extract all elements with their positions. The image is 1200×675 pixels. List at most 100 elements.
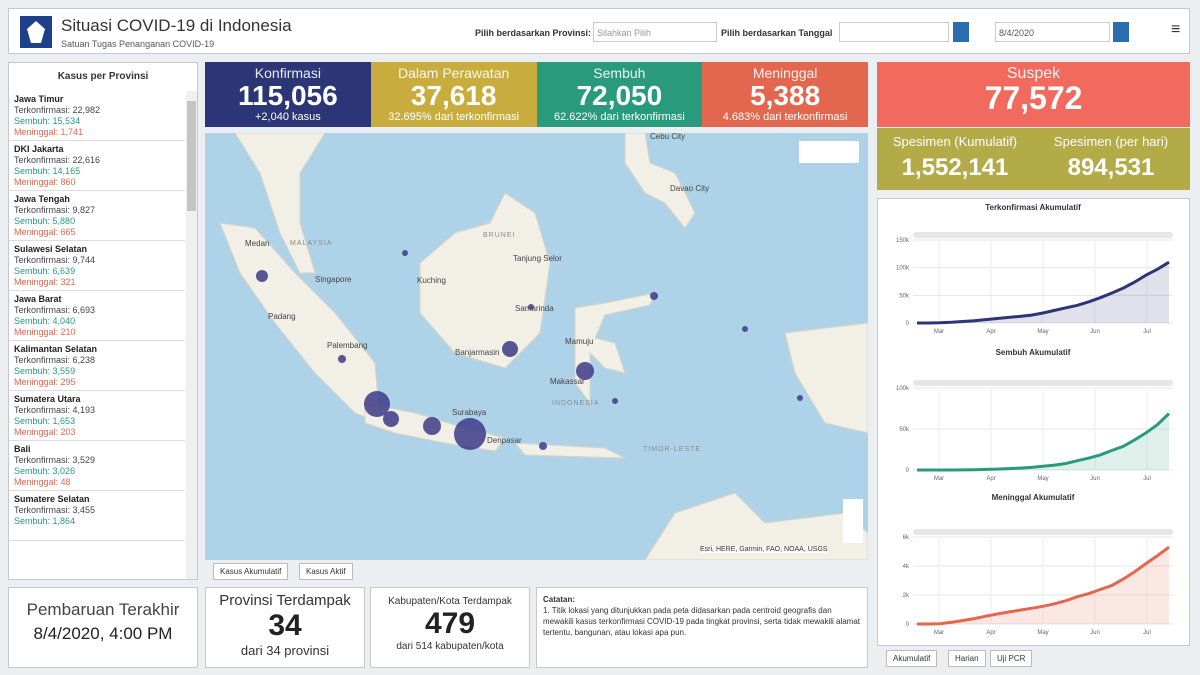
calendar-button[interactable] [953, 22, 969, 42]
y-tick-label: 50k [899, 427, 910, 433]
map[interactable]: Cebu City Davao City MALAYSIA Medan BRUNEI Si… [205, 133, 868, 560]
tile-value: 5,388 [750, 80, 821, 111]
scrollbar[interactable] [186, 91, 197, 579]
map-label: Kuching [417, 276, 446, 285]
map-label: Singapore [315, 275, 352, 284]
specimen-tile: Spesimen (Kumulatif) 1,552,141 Spesimen … [877, 128, 1190, 190]
stat-label: Sembuh: [14, 216, 51, 226]
stat-value: 5,880 [52, 216, 76, 226]
map-label: Padang [268, 312, 296, 321]
stat-label: Terkonfirmasi: [14, 155, 71, 165]
tile-note: 62.622% dari terkonfirmasi [553, 111, 685, 123]
update-value: 8/4/2020, 4:00 PM [33, 624, 173, 643]
logo [20, 16, 52, 48]
province-deaths: Meninggal: 321 [14, 277, 180, 288]
x-tick-label: Jun [1090, 630, 1100, 636]
stat-value: 1,741 [60, 127, 84, 137]
y-tick-label: 2k [903, 593, 910, 599]
province-item: Bali Terkonfirmasi: 3,529 Sembuh: 3,026 Men… [9, 441, 185, 491]
stat-value: 6,639 [52, 266, 76, 276]
x-tick-label: Jul [1143, 329, 1151, 335]
y-tick-label: 4k [903, 564, 910, 570]
province-recovered: Sembuh: 14,165 [14, 166, 180, 177]
province-confirmed: Terkonfirmasi: 22,616 [14, 155, 180, 166]
province-name: Bali [14, 444, 31, 454]
province-confirmed: Terkonfirmasi: 9,827 [14, 205, 180, 216]
province-name: Sumatere Selatan [14, 494, 90, 504]
tile-label: Konfirmasi [254, 65, 321, 81]
chart-tab[interactable]: Akumulatif [886, 650, 938, 667]
map-tab[interactable]: Kasus Akumulatif [213, 563, 289, 580]
stat-label: Meninggal: [14, 177, 59, 187]
province-recovered: Sembuh: 5,880 [14, 216, 180, 227]
map-label: Banjarmasin [455, 348, 499, 357]
stat-label: Meninggal: [14, 377, 59, 387]
stat-value: 3,455 [72, 505, 96, 515]
tile-value: 37,618 [410, 80, 497, 111]
province-item: Sumatere Selatan Terkonfirmasi: 3,455 Semb… [9, 491, 185, 541]
line [917, 260, 1170, 325]
province-confirmed: Terkonfirmasi: 6,238 [14, 355, 180, 366]
zoom-control[interactable] [843, 499, 863, 543]
calendar-button[interactable] [1113, 22, 1129, 42]
map-tools[interactable] [799, 141, 859, 163]
header: Situasi COVID-19 di Indonesia Satuan Tug… [8, 8, 1190, 54]
stat-label: Terkonfirmasi: [14, 305, 71, 315]
stat-value: 210 [60, 327, 76, 337]
tile-value: 72,050 [576, 80, 663, 111]
y-tick-label: 6k [903, 535, 910, 541]
box-label: Kabupaten/Kota Terdampak [388, 596, 512, 607]
province-list: Jawa Timur Terkonfirmasi: 22,982 Sembuh: 1… [9, 91, 185, 541]
line [917, 412, 1171, 472]
stat-label: Terkonfirmasi: [14, 355, 71, 365]
box-value: 479 [424, 607, 476, 640]
stat-value: 6,238 [72, 355, 96, 365]
box-note: dari 514 kabupaten/kota [396, 641, 504, 652]
province-select[interactable]: Silahkan Pilih [593, 22, 717, 42]
y-tick-label: 150k [896, 238, 910, 244]
map-label: Samarinda [515, 304, 554, 313]
stat-label: Terkonfirmasi: [14, 255, 71, 265]
stat-value: 4,193 [72, 405, 96, 415]
tile-value: 1,552,141 [901, 154, 1009, 181]
area [917, 547, 1169, 624]
x-tick-label: Mar [934, 476, 944, 482]
area [917, 262, 1169, 323]
stat-tile: Meninggal 5,388 4.683% dari terkonfirmasi [702, 62, 868, 127]
map-label: Davao City [670, 184, 709, 193]
stat-value: 22,616 [72, 155, 101, 165]
stat-label: Sembuh: [14, 366, 51, 376]
map-tab[interactable]: Kasus Aktif [299, 563, 353, 580]
regencies-box: Kabupaten/Kota Terdampak 479 dari 514 ka… [370, 587, 530, 668]
x-tick-label: Jun [1090, 476, 1100, 482]
y-tick-label: 0 [906, 321, 910, 327]
x-tick-label: Mar [934, 630, 944, 636]
menu-icon[interactable]: ≡ [1171, 21, 1181, 38]
stat-label: Sembuh: [14, 316, 51, 326]
stat-value: 48 [60, 477, 71, 487]
y-tick-label: 100k [896, 266, 910, 272]
province-confirmed: Terkonfirmasi: 3,455 [14, 505, 180, 516]
x-tick-label: Jul [1143, 630, 1151, 636]
x-tick-label: Apr [986, 476, 995, 482]
province-confirmed: Terkonfirmasi: 4,193 [14, 405, 180, 416]
stat-label: Meninggal: [14, 277, 59, 287]
update-label: Pembaruan Terakhir [26, 600, 180, 619]
chart-tab[interactable]: Uji PCR [990, 650, 1033, 667]
stat-value: 1,653 [52, 416, 76, 426]
date-from[interactable] [839, 22, 949, 42]
map-label: Tanjung Selor [513, 254, 562, 263]
province-name: Sulawesi Selatan [14, 244, 88, 254]
province-confirmed: Terkonfirmasi: 22,982 [14, 105, 180, 116]
suspect-tile: Suspek 77,572 [877, 62, 1190, 127]
province-item: Sumatera Utara Terkonfirmasi: 4,193 Sembuh… [9, 391, 185, 441]
notes-title: Catatan: [543, 595, 576, 604]
province-recovered: Sembuh: 3,559 [14, 366, 180, 377]
stat-label: Sembuh: [14, 416, 51, 426]
map-label: Makassar [550, 377, 585, 386]
tile-value: 115,056 [238, 80, 338, 111]
province-name: Jawa Tengah [14, 194, 70, 204]
chart-tab[interactable]: Harian [948, 650, 986, 667]
date-input[interactable]: 8/4/2020 [995, 22, 1110, 42]
